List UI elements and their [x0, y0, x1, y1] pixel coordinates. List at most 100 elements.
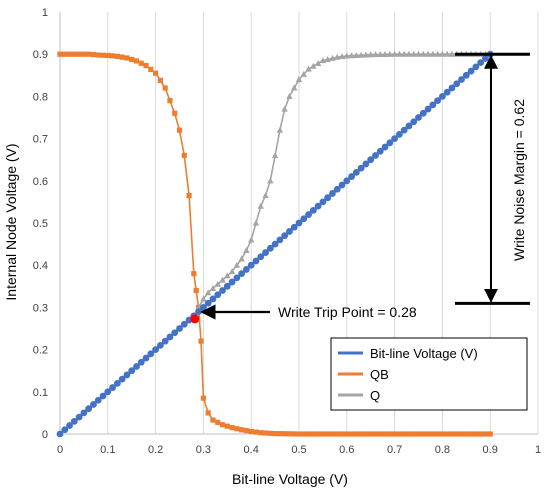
- data-point: [100, 52, 106, 58]
- x-tick-label: 0.8: [435, 444, 450, 456]
- data-point: [439, 50, 446, 57]
- data-point: [267, 430, 273, 436]
- data-point: [396, 50, 403, 57]
- data-point: [425, 431, 431, 437]
- data-point: [81, 51, 87, 57]
- data-point: [66, 422, 73, 429]
- data-point: [229, 425, 235, 431]
- data-point: [171, 329, 179, 337]
- data-point: [444, 431, 450, 437]
- data-point: [410, 50, 417, 57]
- data-point: [172, 110, 178, 116]
- axes: 0 0.1 0.2 0.3 0.4 0.5 0.6 0.7 0.8 0.9 1 0 0.1 0.2 0.3 0…: [33, 7, 541, 456]
- data-point: [114, 53, 120, 59]
- data-point: [439, 93, 446, 100]
- data-point: [405, 122, 413, 130]
- data-point: [248, 236, 255, 243]
- data-point: [453, 80, 461, 88]
- y-tick-label: 0.9: [33, 49, 48, 61]
- data-point: [286, 93, 293, 99]
- data-point: [434, 97, 442, 105]
- data-point: [266, 244, 274, 252]
- data-point: [320, 431, 326, 437]
- x-tick-label: 0.1: [100, 444, 115, 456]
- data-point: [128, 367, 136, 375]
- data-point: [295, 219, 303, 227]
- data-point: [329, 190, 336, 197]
- data-point: [76, 51, 82, 57]
- data-point: [290, 223, 298, 231]
- data-point: [400, 50, 408, 57]
- series-bit-line-voltage-v: [56, 50, 494, 438]
- data-point: [468, 431, 474, 437]
- data-point: [243, 247, 250, 254]
- data-point: [310, 431, 316, 437]
- y-tick-label: 0.5: [33, 218, 48, 230]
- data-point: [352, 168, 360, 176]
- data-point: [219, 276, 226, 283]
- data-point: [123, 371, 131, 379]
- data-point: [477, 59, 485, 67]
- y-tick-label: 0.1: [33, 387, 48, 399]
- data-point: [262, 430, 269, 436]
- data-point: [109, 384, 116, 391]
- data-point: [443, 88, 451, 96]
- data-point: [319, 57, 327, 64]
- data-point: [333, 185, 341, 193]
- data-point: [161, 337, 169, 345]
- data-point: [61, 426, 69, 434]
- data-point: [95, 52, 101, 58]
- data-point: [200, 295, 207, 302]
- data-point: [386, 50, 394, 57]
- data-point: [262, 192, 269, 199]
- data-point: [253, 429, 259, 435]
- data-point: [271, 152, 279, 159]
- data-point: [443, 50, 451, 57]
- data-point: [400, 126, 408, 134]
- data-point: [406, 431, 412, 437]
- data-point: [70, 417, 78, 425]
- x-tick-label: 0.5: [291, 444, 306, 456]
- data-point: [234, 426, 240, 432]
- data-point: [405, 50, 413, 57]
- data-point: [148, 66, 154, 72]
- data-point: [137, 358, 145, 366]
- data-point: [472, 63, 480, 71]
- data-point: [191, 271, 197, 277]
- data-point: [94, 396, 102, 404]
- data-point: [300, 70, 307, 77]
- y-tick-label: 0.6: [33, 176, 48, 188]
- data-point: [372, 51, 379, 58]
- data-point: [381, 50, 389, 57]
- data-point: [353, 431, 359, 437]
- data-point: [124, 55, 130, 61]
- data-point: [382, 431, 388, 437]
- data-point: [219, 287, 226, 294]
- x-tick-label: 0: [57, 444, 63, 456]
- data-point: [276, 236, 284, 244]
- data-point: [419, 109, 427, 117]
- data-point: [448, 50, 456, 57]
- series-qb: [57, 51, 493, 437]
- data-point: [205, 410, 211, 416]
- data-point: [396, 431, 402, 437]
- data-point: [362, 51, 370, 58]
- data-point: [420, 431, 426, 437]
- data-point: [99, 392, 107, 400]
- data-point: [180, 320, 188, 328]
- annotation-layer: [190, 52, 530, 324]
- data-point: [300, 215, 308, 223]
- data-point: [258, 430, 264, 436]
- data-point: [204, 289, 212, 296]
- data-point: [411, 431, 417, 437]
- data-point: [198, 338, 204, 344]
- y-tick-label: 0: [42, 429, 48, 441]
- data-point: [376, 147, 384, 155]
- data-point: [162, 85, 168, 91]
- data-point: [329, 431, 336, 437]
- data-point: [358, 431, 364, 437]
- data-point: [257, 202, 264, 209]
- data-point: [238, 270, 246, 278]
- data-point: [286, 431, 293, 437]
- data-point: [176, 325, 183, 332]
